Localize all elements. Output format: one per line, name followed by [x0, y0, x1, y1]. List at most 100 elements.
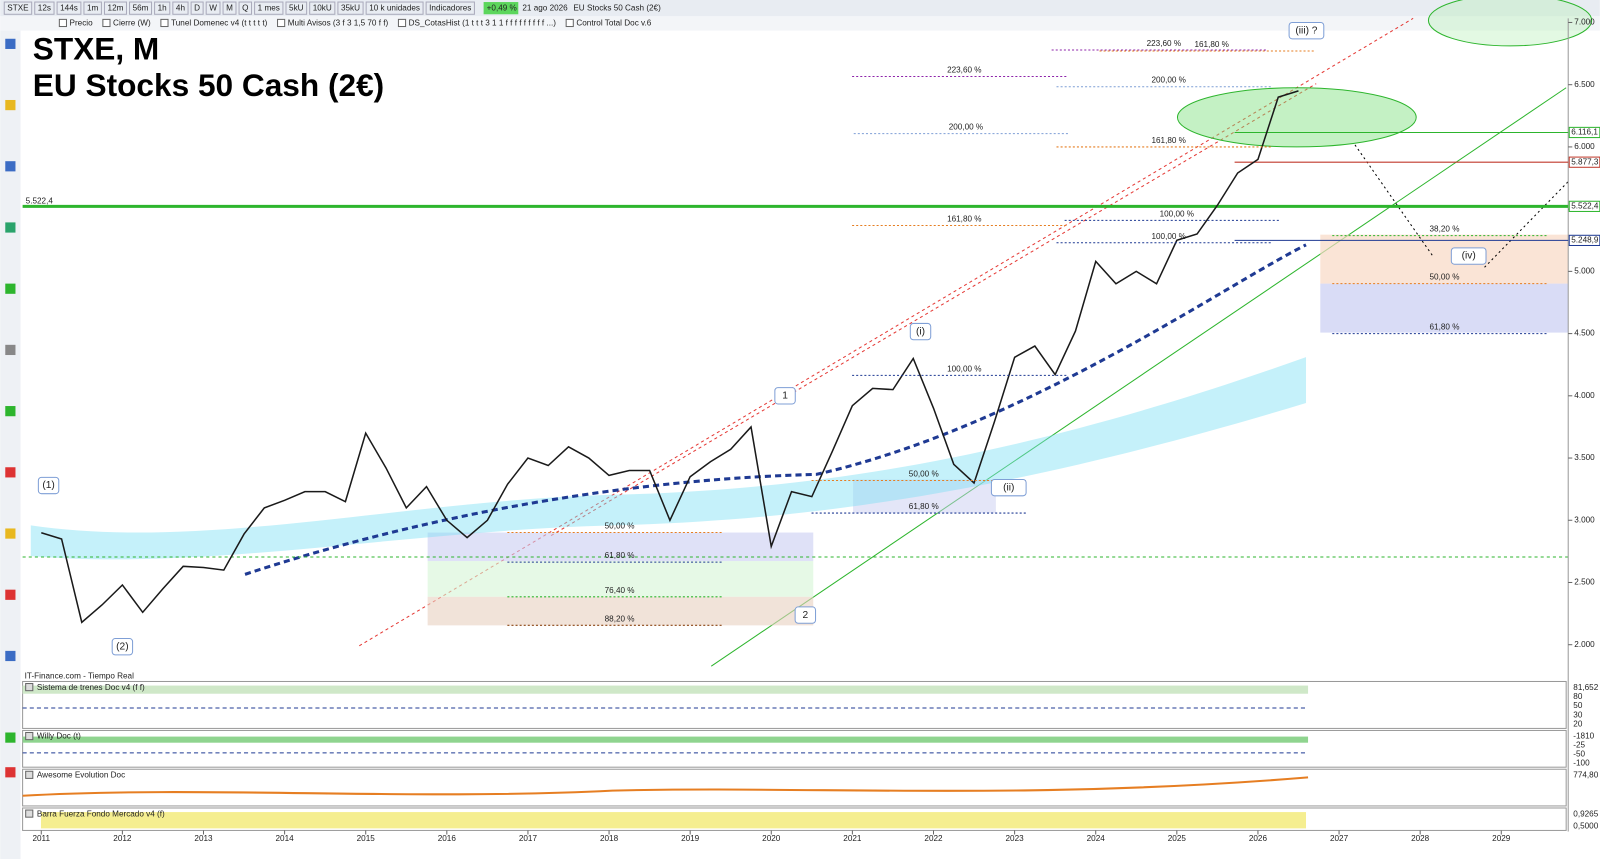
toolbar-button[interactable]: [190, 1, 204, 15]
x-tick-label: 2011: [32, 834, 50, 843]
toolbar-button[interactable]: [154, 1, 171, 15]
legend-item[interactable]: Cierre (W): [113, 19, 151, 28]
tool-icon[interactable]: [5, 161, 16, 172]
legend-checkbox[interactable]: [277, 18, 286, 28]
indicators-button[interactable]: Indicadores: [429, 3, 471, 12]
toolbar-button[interactable]: [34, 1, 55, 15]
fib-zone: [853, 479, 996, 514]
toolbar-button[interactable]: [3, 1, 33, 15]
tool-icon[interactable]: [5, 406, 16, 417]
fib-zone: [1320, 234, 1569, 284]
legend-checkbox[interactable]: [58, 18, 67, 28]
tool-icon[interactable]: [5, 344, 16, 356]
interval-button[interactable]: 12m: [108, 3, 124, 12]
x-tick-label: 2024: [1087, 834, 1106, 843]
toolbar-button[interactable]: [83, 1, 102, 15]
toolbar-button[interactable]: [103, 1, 127, 15]
toolbar-button[interactable]: [337, 1, 364, 15]
x-tick-label: 2022: [924, 834, 943, 843]
tool-icon[interactable]: [5, 732, 16, 743]
toolbar-button[interactable]: [285, 1, 308, 15]
interval-button[interactable]: Q: [242, 3, 248, 12]
toolbar-button[interactable]: [56, 1, 82, 15]
wave-label: (ii): [1003, 482, 1014, 493]
unit-button[interactable]: 10kU: [313, 3, 332, 12]
tool-icon[interactable]: [5, 222, 16, 233]
tool-icon[interactable]: [5, 38, 16, 49]
tool-icon[interactable]: [5, 589, 16, 600]
wave-box: [37, 476, 60, 495]
period-select[interactable]: 1 mes: [258, 3, 280, 12]
tool-icon[interactable]: [5, 528, 16, 539]
legend-item[interactable]: Tunel Domenec v4 (t t t t t): [171, 19, 268, 28]
tool-icon[interactable]: [5, 767, 16, 778]
fib-label: 161,80 %: [1194, 40, 1228, 49]
toolbar-button[interactable]: [205, 1, 221, 15]
panel-axis-label: 0,9265: [1573, 809, 1598, 818]
toolbar-button[interactable]: [238, 1, 253, 15]
tool-icon[interactable]: [5, 650, 16, 662]
unit-button[interactable]: 5kU: [289, 3, 304, 12]
toolbar-button[interactable]: [222, 1, 237, 15]
interval-button[interactable]: 12s: [38, 3, 51, 12]
x-tick-label: 2012: [113, 834, 132, 843]
panel-close[interactable]: [25, 683, 34, 692]
tool-icon[interactable]: [5, 283, 16, 294]
toolbar-button[interactable]: [129, 1, 153, 15]
wave-label: (1): [42, 480, 54, 491]
interval-button[interactable]: M: [226, 3, 233, 12]
trend-line: [710, 87, 1567, 667]
fib-label: 50,00 %: [1430, 273, 1460, 282]
date: 21 ago 2026: [522, 3, 568, 12]
panel-axis-label: -100: [1573, 758, 1590, 767]
interval-button[interactable]: D: [194, 3, 200, 12]
panel-band: [22, 736, 1309, 743]
tool-icon[interactable]: [5, 467, 16, 478]
legend-checkbox[interactable]: [102, 18, 111, 28]
interval-button[interactable]: W: [209, 3, 217, 12]
legend-checkbox[interactable]: [397, 18, 407, 28]
unit-button[interactable]: 35kU: [341, 3, 360, 12]
legend-item[interactable]: Precio: [70, 19, 94, 28]
legend-item[interactable]: Control Total Doc v.6: [576, 19, 651, 28]
toolbar-button[interactable]: [425, 1, 475, 15]
panel-close[interactable]: [25, 809, 34, 818]
toolbar-button[interactable]: [309, 1, 336, 15]
legend-item[interactable]: DS_CotasHist (1 t t t 3 1 1 f f f f f f …: [409, 19, 557, 28]
interval-button[interactable]: 56m: [133, 3, 149, 12]
tool-icon[interactable]: [5, 99, 16, 111]
interval-button[interactable]: 1h: [158, 3, 167, 12]
toolbar-button[interactable]: [254, 1, 284, 15]
y-tick-label: 4.500: [1574, 329, 1595, 338]
wave-label: 1: [782, 390, 788, 401]
level-value: 5.877,3: [1571, 157, 1599, 166]
panel-axis-label: 0,5000: [1573, 822, 1598, 831]
panel-frame: [22, 768, 1567, 807]
toolbar-button[interactable]: [172, 1, 189, 15]
fib-label: 161,80 %: [947, 215, 981, 224]
x-tick-label: 2018: [600, 834, 619, 843]
cloud-band: [30, 357, 1307, 560]
panel-axis-label: -1810: [1573, 732, 1594, 741]
legend-item[interactable]: Multi Avisos (3 f 3 1,5 70 f f): [288, 19, 389, 28]
toolbar-button[interactable]: [365, 1, 424, 15]
interval-button[interactable]: 1m: [87, 3, 99, 12]
fib-label: 61,80 %: [605, 551, 635, 560]
fib-label: 200,00 %: [1151, 76, 1185, 85]
x-tick-label: 2016: [438, 834, 457, 843]
panel-band: [40, 812, 1307, 829]
y-tick-label: 3.000: [1574, 515, 1595, 524]
unit-select[interactable]: 10 k unidades: [369, 3, 420, 12]
legend-checkbox[interactable]: [160, 18, 169, 28]
panel-axis-label: 774,80: [1573, 771, 1598, 780]
legend-checkbox[interactable]: [565, 18, 574, 28]
interval-button[interactable]: 4h: [176, 3, 185, 12]
drawings: [22, 0, 1593, 667]
y-tick-label: 2.000: [1574, 640, 1595, 649]
panel-close[interactable]: [25, 770, 34, 779]
symbol-select[interactable]: STXE: [7, 3, 29, 12]
x-tick-label: 2028: [1411, 834, 1430, 843]
interval-button[interactable]: 144s: [60, 3, 78, 12]
panel-close[interactable]: [25, 731, 34, 741]
